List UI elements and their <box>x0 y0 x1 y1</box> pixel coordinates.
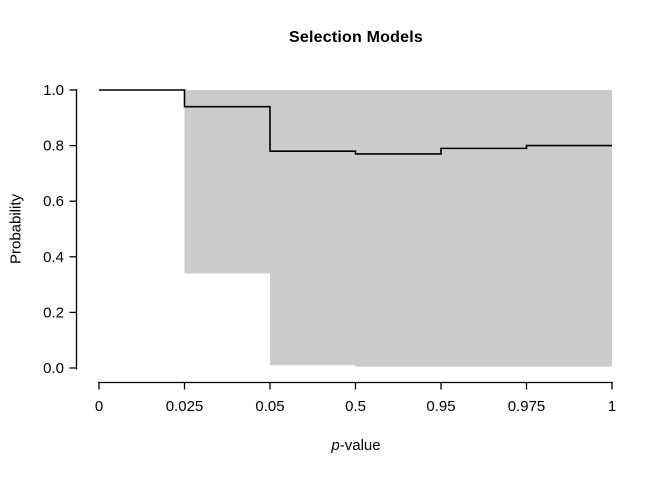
y-tick-label-0.8: 0.8 <box>43 138 64 155</box>
y-tick-label-0.2: 0.2 <box>43 304 64 321</box>
confidence-band-segment <box>355 90 612 367</box>
y-tick-label-0.6: 0.6 <box>43 193 64 210</box>
x-axis-label-italic-part: p <box>331 437 340 454</box>
probability-step-line <box>99 89 612 155</box>
x-tick-label-1: 1 <box>608 398 616 415</box>
x-tick-label-0.975: 0.975 <box>508 398 546 415</box>
y-tick-label-1.0: 1.0 <box>43 82 64 99</box>
x-tick-label-0.025: 0.025 <box>166 398 204 415</box>
confidence-band-segment <box>184 90 270 274</box>
chart-title: Selection Models <box>289 29 423 46</box>
y-axis-label: Probability <box>7 193 25 265</box>
x-tick-label-0.05: 0.05 <box>255 398 284 415</box>
y-tick-label-0.0: 0.0 <box>43 360 64 377</box>
x-tick-label-0.95: 0.95 <box>426 398 455 415</box>
x-tick-label-0.5: 0.5 <box>345 398 366 415</box>
y-tick-label-0.4: 0.4 <box>43 249 64 266</box>
x-axis-label: p-value <box>99 437 613 454</box>
x-tick-label-0: 0 <box>95 398 103 415</box>
confidence-band-segment <box>270 90 356 366</box>
x-axis-label-rest: -value <box>339 437 381 454</box>
